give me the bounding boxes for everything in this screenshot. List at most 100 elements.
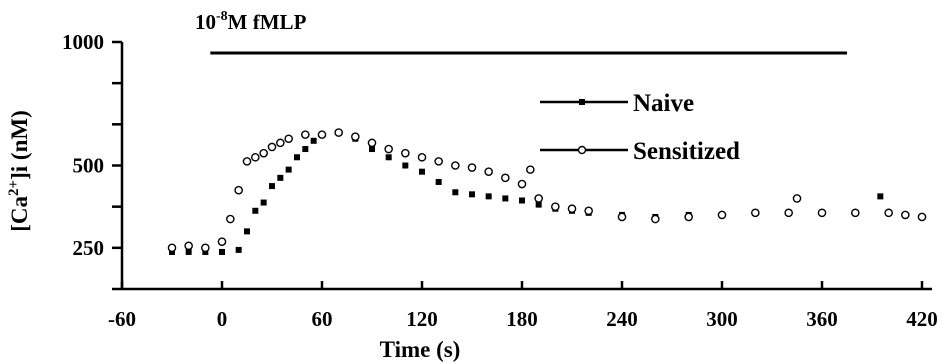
axes xyxy=(120,42,932,291)
data-point-naive xyxy=(260,199,267,206)
stimulus-label-exponent: -8 xyxy=(216,9,228,24)
data-point-naive xyxy=(385,154,392,161)
data-point-sensitized xyxy=(434,157,443,166)
data-point-naive xyxy=(419,168,425,175)
data-point-sensitized xyxy=(817,208,827,218)
y-axis-title-sup: 2+ xyxy=(6,180,22,196)
data-point-sensitized xyxy=(367,138,377,148)
legend-entry-sensitized: Sensitized xyxy=(540,138,740,165)
data-point-sensitized xyxy=(259,148,268,158)
data-point-sensitized xyxy=(526,165,535,174)
y-tick-label: 250 xyxy=(73,236,105,260)
data-point-naive xyxy=(519,197,525,204)
data-point-sensitized xyxy=(417,152,427,162)
data-point-sensitized xyxy=(551,202,560,211)
data-point-sensitized xyxy=(276,138,285,148)
data-point-naive xyxy=(269,183,275,190)
data-point-sensitized xyxy=(317,130,327,139)
x-tick-label: 360 xyxy=(806,307,838,331)
data-point-sensitized xyxy=(384,144,393,154)
x-tick-label: 0 xyxy=(217,307,228,331)
data-point-sensitized xyxy=(901,210,910,220)
legend-entry-naive: Naive xyxy=(540,90,694,117)
legend: Naive Sensitized xyxy=(540,90,740,165)
data-point-sensitized xyxy=(917,212,927,222)
data-point-sensitized xyxy=(501,173,510,183)
data-point-sensitized xyxy=(484,167,493,176)
data-point-sensitized xyxy=(517,179,527,189)
legend-label-naive: Naive xyxy=(633,90,694,117)
y-axis-title-pre: [Ca xyxy=(7,195,32,231)
data-point-sensitized xyxy=(651,214,660,224)
y-tick-label: 1000 xyxy=(62,30,104,54)
data-point-naive xyxy=(219,248,225,255)
y-axis-title: [Ca2+]i (nM) xyxy=(6,110,32,231)
data-point-sensitized xyxy=(884,208,893,218)
x-tick-label: 240 xyxy=(606,307,638,331)
series-naive xyxy=(169,129,925,255)
stimulus-label-base: 10 xyxy=(195,10,216,34)
stimulus-label: 10-8M fMLP xyxy=(195,9,307,34)
data-point-naive xyxy=(302,146,309,153)
y-axis-title-post: ]i (nM) xyxy=(7,110,32,180)
data-point-naive xyxy=(277,174,284,181)
x-tick-label: 60 xyxy=(312,307,333,331)
x-tick-label: -60 xyxy=(108,307,136,331)
data-point-naive xyxy=(402,162,409,169)
data-point-naive xyxy=(294,154,300,161)
data-point-sensitized xyxy=(234,185,243,195)
data-point-naive xyxy=(244,228,250,235)
stimulus-annotation: 10-8M fMLP xyxy=(195,9,847,55)
data-point-naive xyxy=(252,207,259,214)
data-point-sensitized xyxy=(792,194,802,203)
x-tick-label: 180 xyxy=(506,307,538,331)
data-point-sensitized xyxy=(751,208,760,218)
data-point-sensitized xyxy=(684,212,693,222)
data-point-sensitized xyxy=(584,206,593,216)
data-point-naive xyxy=(469,191,475,198)
x-tick-label: 420 xyxy=(906,307,938,331)
data-point-sensitized xyxy=(401,148,410,158)
y-ticks: 250 500 1000 xyxy=(62,30,122,291)
x-axis-title: Time (s) xyxy=(380,337,461,362)
data-point-naive xyxy=(185,248,192,255)
x-tick-label: 300 xyxy=(706,307,738,331)
data-point-naive xyxy=(877,193,884,200)
data-point-naive xyxy=(435,178,442,185)
data-point-sensitized xyxy=(201,243,210,253)
x-ticks: -60 0 60 120 180 240 300 360 420 xyxy=(108,281,938,331)
data-point-sensitized xyxy=(617,212,627,222)
data-point-sensitized xyxy=(717,210,727,220)
data-point-sensitized xyxy=(226,214,235,224)
data-point-sensitized xyxy=(217,237,227,246)
data-point-naive xyxy=(502,195,509,202)
data-point-naive xyxy=(369,146,375,153)
data-point-sensitized xyxy=(334,128,343,137)
data-point-sensitized xyxy=(284,134,293,144)
legend-marker-sensitized xyxy=(577,145,587,155)
data-point-naive xyxy=(485,193,492,200)
data-point-sensitized xyxy=(567,204,577,214)
x-tick-label: 120 xyxy=(406,307,438,331)
data-point-sensitized xyxy=(851,208,860,218)
data-point-sensitized xyxy=(184,241,193,251)
stimulus-label-rest: M fMLP xyxy=(228,10,307,34)
data-point-sensitized xyxy=(534,194,543,203)
y-tick-label: 500 xyxy=(73,154,105,178)
data-point-naive xyxy=(285,166,292,173)
data-point-sensitized xyxy=(467,163,477,172)
legend-label-sensitized: Sensitized xyxy=(633,138,740,165)
data-point-sensitized xyxy=(167,243,177,253)
data-point-sensitized xyxy=(267,142,277,152)
data-point-sensitized xyxy=(251,152,260,162)
series-sensitized xyxy=(167,128,927,253)
data-point-sensitized xyxy=(301,130,310,139)
data-point-sensitized xyxy=(784,208,793,218)
data-point-sensitized xyxy=(351,132,360,141)
legend-marker-naive xyxy=(579,99,585,105)
data-point-naive xyxy=(310,137,317,144)
data-point-sensitized xyxy=(242,157,252,166)
data-point-naive xyxy=(535,201,542,208)
data-point-sensitized xyxy=(451,161,460,170)
